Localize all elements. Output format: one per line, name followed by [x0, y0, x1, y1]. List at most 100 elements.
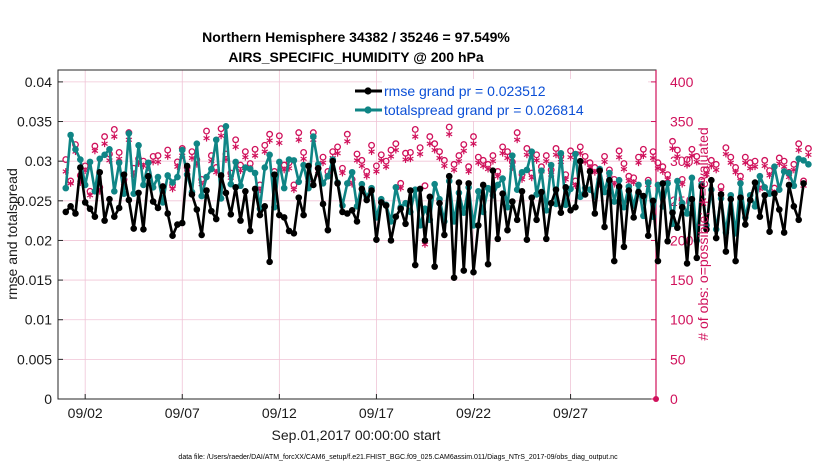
obs-evaluated-point	[465, 168, 472, 175]
obs-evaluated-stroke	[441, 163, 448, 169]
obs-evaluated-point	[276, 139, 283, 147]
obs-evaluated-stroke	[465, 169, 472, 174]
obs-evaluated-point	[431, 146, 438, 154]
rmse-point	[266, 258, 273, 266]
obs-evaluated-point	[732, 168, 739, 176]
rmse-point	[314, 165, 322, 172]
legend-box	[382, 79, 648, 121]
obs-evaluated-stroke	[261, 149, 269, 154]
totalspread-point	[615, 176, 623, 184]
rmse-point	[640, 192, 647, 200]
obs-evaluated-point	[678, 180, 686, 188]
obs-possible-point	[110, 126, 118, 133]
x-tick-label: 09/27	[553, 405, 588, 421]
rmse-point	[305, 162, 312, 170]
obs-evaluated-point	[649, 154, 657, 162]
obs-evaluated-stroke	[276, 140, 283, 146]
totalspread-point	[144, 159, 152, 167]
totalspread-point	[62, 184, 70, 192]
rmse-point	[251, 185, 259, 193]
rmse-point	[261, 203, 269, 210]
legend-spread-label: totalspread grand pr = 0.026814	[384, 102, 584, 118]
totalspread-point	[164, 172, 171, 179]
totalspread-point	[135, 142, 142, 149]
totalspread-point	[125, 130, 133, 137]
obs-evaluated-stroke	[494, 174, 502, 179]
totalspread-point	[460, 209, 468, 216]
rmse-point	[91, 213, 99, 220]
obs-possible-point	[203, 127, 210, 135]
rmse-point	[237, 217, 244, 224]
rmse-point	[708, 176, 715, 184]
rmse-point	[737, 194, 744, 201]
totalspread-point	[300, 161, 307, 169]
obs-possible-point	[115, 148, 123, 156]
x-tick-label: 09/22	[456, 405, 491, 421]
obs-evaluated-stroke	[722, 151, 730, 157]
legend-spread-marker	[364, 106, 372, 114]
rmse-point	[334, 180, 341, 187]
rmse-point	[280, 214, 288, 221]
obs-possible-point	[101, 133, 109, 141]
y-right-tick-label: 400	[670, 74, 694, 90]
obs-possible-point	[377, 151, 385, 159]
totalspread-point	[509, 152, 516, 159]
obs-possible-point	[188, 148, 196, 156]
totalspread-point	[538, 167, 545, 174]
totalspread-point	[280, 184, 288, 192]
rmse-point	[557, 209, 565, 216]
obs-evaluated-point	[499, 149, 506, 157]
rmse-point	[324, 226, 332, 234]
totalspread-point	[805, 161, 812, 168]
totalspread-point	[343, 180, 351, 187]
obs-evaluated-point	[450, 166, 458, 174]
rmse-point	[683, 260, 691, 267]
obs-evaluated-point	[242, 153, 249, 161]
rmse-point	[373, 236, 380, 243]
rmse-point	[130, 225, 138, 232]
rmse-point	[125, 196, 133, 204]
obs-evaluated-point	[688, 152, 696, 160]
obs-evaluated-point	[635, 159, 642, 167]
obs-possible-point	[795, 140, 803, 148]
obs-possible-point	[460, 141, 468, 148]
y-left-tick-label: 0.025	[17, 193, 52, 209]
y-axis-left-label: rmse and totalspread	[4, 168, 20, 300]
obs-evaluated-stroke	[795, 147, 802, 153]
rmse-point	[329, 157, 337, 165]
obs-evaluated-stroke	[678, 181, 686, 187]
y-right-tick-label: 0	[670, 391, 678, 407]
obs-possible-point	[358, 156, 366, 164]
rmse-point	[669, 209, 676, 216]
obs-evaluated-point	[416, 150, 424, 158]
obs-possible-point	[241, 148, 249, 156]
obs-possible-point	[601, 152, 608, 160]
obs-evaluated-stroke	[436, 155, 443, 161]
obs-possible-point	[552, 145, 560, 152]
obs-evaluated-stroke	[242, 154, 249, 160]
obs-possible-point	[440, 156, 448, 164]
obs-evaluated-point	[339, 169, 346, 177]
obs-evaluated-point	[67, 179, 74, 187]
rmse-point	[198, 231, 205, 239]
rmse-point	[426, 193, 434, 201]
obs-evaluated-stroke	[397, 185, 404, 191]
totalspread-point	[140, 181, 147, 189]
rmse-point	[441, 231, 448, 239]
obs-possible-point	[275, 132, 283, 140]
obs-evaluated-point	[776, 160, 783, 167]
rmse-point	[445, 172, 453, 180]
rmse-point	[795, 216, 803, 224]
obs-evaluated-point	[334, 149, 341, 157]
rmse-point	[411, 261, 419, 269]
obs-evaluated-stroke	[615, 154, 623, 160]
obs-evaluated-stroke	[154, 159, 162, 165]
obs-evaluated-stroke	[407, 156, 414, 162]
obs-evaluated-stroke	[659, 169, 667, 174]
rmse-point	[106, 195, 113, 203]
obs-evaluated-stroke	[67, 181, 74, 186]
obs-evaluated-stroke	[431, 147, 438, 153]
rmse-point	[509, 198, 516, 205]
rmse-point	[169, 232, 176, 239]
totalspread-point	[246, 165, 254, 173]
